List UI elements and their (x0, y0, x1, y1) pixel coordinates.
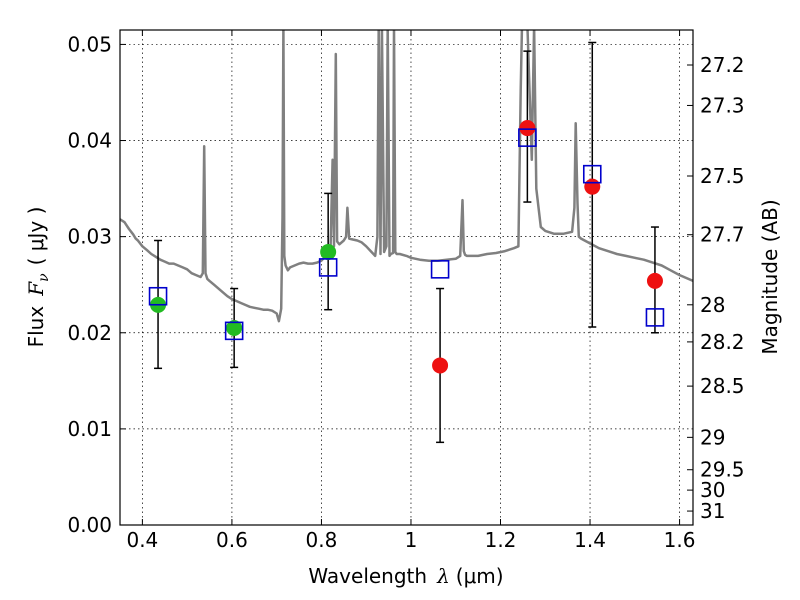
y-tick-label: 0.04 (67, 129, 112, 153)
y-tick-label: 0.03 (67, 225, 112, 249)
y-axis-ticks: 0.00 0.01 0.02 0.03 0.04 0.05 (67, 32, 126, 537)
data-point-circle (519, 120, 536, 137)
y2-tick-label: 27.7 (700, 223, 745, 247)
data-point-circle (646, 272, 663, 289)
x-tick-label: 0.4 (126, 528, 158, 552)
plot-frame (119, 29, 694, 526)
data-point-circle (432, 357, 449, 374)
x-axis-label: Wavelength λ (μm) (308, 564, 503, 588)
data-point-circle (320, 244, 337, 261)
x-tick-label: 0.8 (306, 528, 338, 552)
y2-tick-label: 29 (700, 425, 725, 449)
plot-area (120, 30, 693, 444)
y2-tick-label: 28 (700, 293, 725, 317)
y2-tick-label: 31 (700, 499, 725, 523)
y2-tick-label: 27.2 (700, 53, 745, 77)
y-tick-label: 0.02 (67, 321, 112, 345)
x-axis-ticks: 0.4 0.6 0.8 1 1.2 1.4 1.6 (126, 30, 695, 552)
y-tick-label: 0.01 (67, 417, 112, 441)
data-markers (148, 120, 665, 374)
x-tick-label: 1 (405, 528, 418, 552)
data-point-square (430, 260, 450, 279)
data-point-circle (226, 319, 243, 336)
y2-tick-label: 30 (700, 478, 725, 502)
y-axis-label: FluxFν( μJy ) (24, 207, 52, 348)
data-point-square (148, 286, 168, 306)
y2-axis-label: Magnitude (AB) (758, 199, 782, 354)
y-tick-label: 0.05 (67, 32, 112, 56)
data-point-square (518, 128, 537, 147)
y2-tick-label: 28.2 (700, 330, 745, 354)
y2-tick-label: 27.5 (700, 164, 745, 188)
data-point-circle (584, 178, 601, 195)
data-point-square (582, 164, 602, 184)
y2-tick-label: 27.3 (700, 93, 745, 117)
model-spectrum-line (120, 30, 693, 323)
x-tick-label: 1.4 (574, 528, 606, 552)
data-point-square (645, 308, 665, 327)
data-point-square (224, 321, 244, 341)
x-tick-label: 0.6 (216, 528, 248, 552)
x-tick-label: 1.2 (485, 528, 517, 552)
error-bars (154, 41, 659, 444)
y2-tick-label: 29.5 (700, 458, 745, 482)
y-tick-label: 0.00 (67, 513, 112, 537)
x-tick-label: 1.6 (664, 528, 696, 552)
y2-tick-label: 28.5 (700, 374, 745, 398)
data-point-square (318, 258, 338, 277)
